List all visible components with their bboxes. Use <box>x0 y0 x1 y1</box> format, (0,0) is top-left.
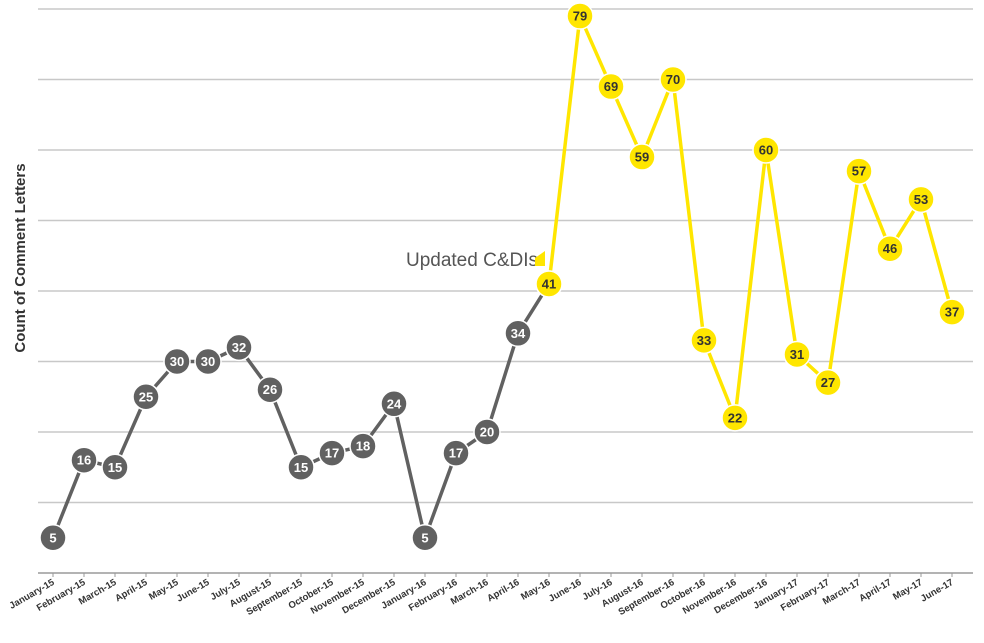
x-tick-label: June-17 <box>919 577 956 604</box>
data-label: 15 <box>294 460 308 475</box>
x-tick-label: June-16 <box>547 577 584 604</box>
data-point <box>628 143 656 171</box>
annotation-marker <box>535 251 545 266</box>
data-label: 79 <box>573 9 587 24</box>
data-label: 20 <box>480 425 494 440</box>
data-point <box>752 136 780 164</box>
x-tick-label: May-16 <box>519 577 552 603</box>
data-point <box>411 524 439 552</box>
x-tick-label: June-15 <box>175 577 212 605</box>
data-point <box>876 234 904 263</box>
data-label: 57 <box>852 164 866 179</box>
data-label: 15 <box>108 460 122 475</box>
annotations: Updated C&DIs <box>406 250 545 271</box>
data-label: 26 <box>263 382 277 397</box>
data-label: 22 <box>728 410 742 425</box>
annotation-label: Updated C&DIs <box>406 250 538 271</box>
data-label: 17 <box>449 446 463 461</box>
data-point <box>814 368 842 397</box>
data-label: 33 <box>697 333 711 348</box>
data-point <box>442 439 470 467</box>
data-label: 18 <box>356 439 370 454</box>
data-label: 17 <box>325 446 339 461</box>
data-label: 37 <box>945 305 959 320</box>
data-label: 31 <box>790 347 804 362</box>
data-point <box>287 453 315 481</box>
data-point <box>349 432 377 460</box>
data-label: 30 <box>201 354 215 369</box>
data-point <box>473 418 501 446</box>
data-point <box>318 439 346 467</box>
data-point <box>783 340 811 369</box>
x-tick-labels: January-15February-15March-15April-15May… <box>8 573 956 618</box>
data-label: 53 <box>914 192 928 207</box>
data-point <box>70 446 98 474</box>
data-label: 32 <box>232 340 246 355</box>
data-point <box>938 298 966 326</box>
x-tick-label: April-17 <box>857 577 893 604</box>
data-point <box>597 72 625 101</box>
data-point <box>225 333 253 362</box>
data-label: 5 <box>49 530 56 545</box>
data-point <box>380 390 408 418</box>
data-point <box>194 347 222 376</box>
data-label: 24 <box>387 396 402 411</box>
series-lines: 5161525303032261517182451720344141796959… <box>39 2 966 552</box>
data-point <box>535 270 563 298</box>
data-point <box>163 347 191 376</box>
data-label: 70 <box>666 72 680 87</box>
data-label: 25 <box>139 389 153 404</box>
x-tick-label: April-15 <box>113 577 150 605</box>
data-point <box>659 65 687 94</box>
data-label: 5 <box>421 530 428 545</box>
data-label: 69 <box>604 79 618 94</box>
data-label: 41 <box>542 276 556 291</box>
data-point <box>39 524 67 552</box>
data-point <box>907 185 935 214</box>
data-label: 34 <box>511 326 526 341</box>
data-point <box>256 375 284 404</box>
data-point <box>845 157 873 185</box>
data-label: 46 <box>883 241 897 256</box>
data-point <box>101 453 129 481</box>
x-tick-label: May-17 <box>891 577 924 603</box>
data-point <box>690 326 718 355</box>
data-label: 27 <box>821 375 835 390</box>
series-line <box>51 283 551 540</box>
data-label: 30 <box>170 354 184 369</box>
y-axis-label: Count of Comment Letters <box>12 163 29 352</box>
data-point <box>721 404 749 432</box>
data-label: 59 <box>635 150 649 165</box>
data-point <box>504 319 532 348</box>
x-tick-label: April-16 <box>485 577 521 604</box>
data-point <box>132 383 160 411</box>
data-point <box>566 2 594 30</box>
data-label: 16 <box>77 453 91 468</box>
data-label: 60 <box>759 143 773 158</box>
